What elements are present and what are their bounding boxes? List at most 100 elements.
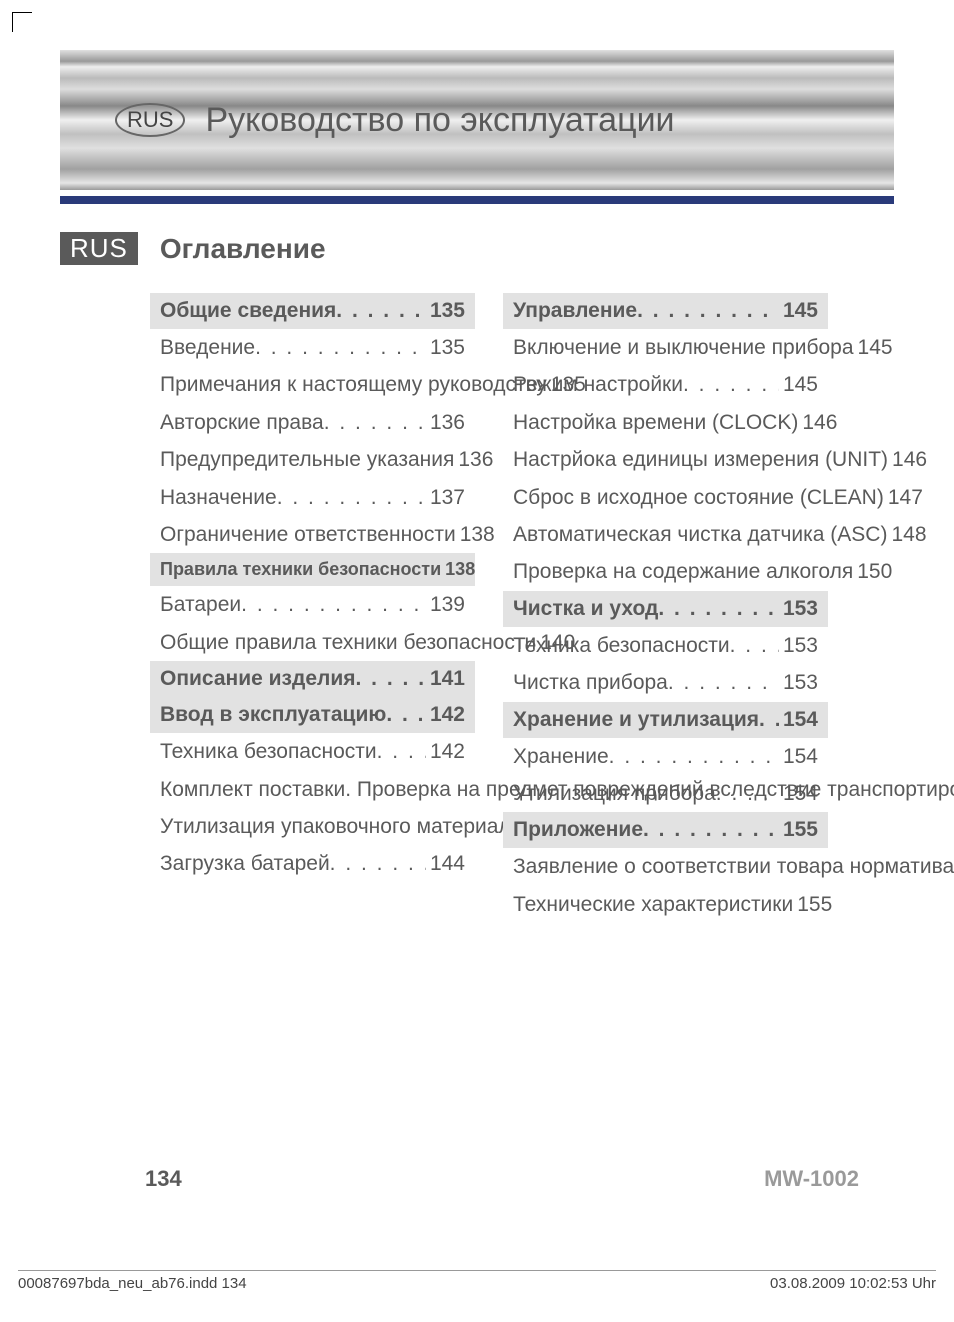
manual-title: Руководство по эксплуатации <box>205 101 674 140</box>
toc-item: Ограничение ответственности138 <box>150 516 475 553</box>
section-heading-row: RUS Оглавление <box>60 232 894 265</box>
lang-box-badge: RUS <box>60 232 138 265</box>
toc-item: Технические характеристики155 <box>503 886 828 923</box>
toc-heading: Общие сведения135 <box>150 293 475 329</box>
toc-page-number: 155 <box>779 818 818 842</box>
toc-item: Авторские права 136 <box>150 404 475 441</box>
toc-item: Утилизация упаковочного материала143 <box>150 808 475 845</box>
toc-item: Чистка прибора153 <box>503 664 828 701</box>
toc-item: Утилизация прибора 154 <box>503 775 828 812</box>
toc-page-number: 135 <box>426 299 465 323</box>
toc-label: Техника безопасности <box>160 737 377 766</box>
toc-columns: Общие сведения135Введение135Примечания к… <box>150 293 894 923</box>
toc-page-number: 145 <box>854 333 893 362</box>
toc-label: Утилизация прибора <box>513 779 716 808</box>
toc-item: Предупредительные указания136 <box>150 441 475 478</box>
toc-label: Чистка и уход <box>513 597 658 621</box>
toc-heading: Описание изделия141 <box>150 661 475 697</box>
toc-label: Сброс в исходное состояние (CLEAN) <box>513 483 884 512</box>
toc-heading: Правила техники безопасности138 <box>150 553 475 586</box>
toc-right-column: Управление 145 Включение и выключение приб… <box>503 293 828 923</box>
toc-label: Проверка на содержание алкоголя <box>513 557 853 586</box>
toc-left-column: Общие сведения135Введение135Примечания к… <box>150 293 475 923</box>
toc-item: Автоматическая чистка датчика (ASC)148 <box>503 516 828 553</box>
toc-item: Настройка времени (CLOCK)146 <box>503 404 828 441</box>
toc-page-number: 141 <box>426 667 465 691</box>
toc-heading: Ввод в эксплуатацию 142 <box>150 697 475 733</box>
toc-page-number: 153 <box>779 597 818 621</box>
toc-page-number: 147 <box>884 483 923 512</box>
page-number: 134 <box>145 1166 182 1192</box>
toc-heading: Управление 145 <box>503 293 828 329</box>
toc-page-number: 146 <box>798 408 837 437</box>
model-number: MW-1002 <box>764 1166 859 1192</box>
toc-label: Правила техники безопасности <box>160 559 441 580</box>
toc-label: Технические характеристики <box>513 890 793 919</box>
toc-page-number: 136 <box>454 445 493 474</box>
toc-leader-dots <box>255 333 426 362</box>
crop-mark-top-left <box>12 12 32 32</box>
toc-label: Управление <box>513 299 637 323</box>
toc-page-number: 142 <box>426 737 465 766</box>
toc-item: Заявление о соответствии товара норматив… <box>503 848 828 885</box>
toc-leader-dots <box>658 597 779 621</box>
toc-page-number: 146 <box>888 445 927 474</box>
section-title: Оглавление <box>160 233 326 265</box>
toc-page-number: 154 <box>779 708 818 732</box>
toc-label: Авторские права <box>160 408 324 437</box>
toc-page-number: 154 <box>779 779 818 808</box>
toc-label: Техника безопасности <box>513 631 730 660</box>
toc-label: Введение <box>160 333 255 362</box>
toc-item: Режим настройки 145 <box>503 366 828 403</box>
toc-label: Чистка прибора <box>513 668 668 697</box>
toc-label: Настройка времени (CLOCK) <box>513 408 798 437</box>
toc-page-number: 145 <box>779 370 818 399</box>
toc-leader-dots <box>668 668 779 697</box>
toc-leader-dots <box>324 408 426 437</box>
toc-leader-dots <box>716 779 779 808</box>
toc-page-number: 142 <box>426 703 465 727</box>
toc-item: Введение135 <box>150 329 475 366</box>
toc-label: Загрузка батарей <box>160 849 330 878</box>
toc-item: Комплект поставки. Проверка на предмет п… <box>150 771 475 808</box>
toc-leader-dots <box>336 299 426 323</box>
toc-item: Техника безопасности 142 <box>150 733 475 770</box>
toc-page-number: 148 <box>887 520 926 549</box>
toc-label: Предупредительные указания <box>160 445 454 474</box>
toc-label: Утилизация упаковочного материала <box>160 812 522 841</box>
toc-item: Батареи139 <box>150 586 475 623</box>
toc-label: Автоматическая чистка датчика (ASC) <box>513 520 887 549</box>
toc-page-number: 150 <box>853 557 892 586</box>
lang-oval-badge: RUS <box>115 103 185 137</box>
toc-leader-dots <box>356 667 426 691</box>
blue-separator-bar <box>60 196 894 204</box>
toc-label: Ограничение ответственности <box>160 520 456 549</box>
toc-item: Назначение 137 <box>150 479 475 516</box>
toc-label: Общие правила техники безопасности <box>160 628 536 657</box>
toc-leader-dots <box>730 631 779 660</box>
toc-label: Включение и выключение прибора <box>513 333 854 362</box>
toc-leader-dots <box>377 737 426 766</box>
toc-item: Хранение154 <box>503 738 828 775</box>
toc-leader-dots <box>609 742 779 771</box>
toc-page-number: 145 <box>779 299 818 323</box>
toc-label: Настрйока единицы измерения (UNIT) <box>513 445 888 474</box>
page-container: RUS Руководство по эксплуатации RUS Огла… <box>0 0 954 923</box>
toc-item: Включение и выключение прибора145 <box>503 329 828 366</box>
toc-item: Загрузка батарей144 <box>150 845 475 882</box>
toc-page-number: 136 <box>426 408 465 437</box>
toc-label: Режим настройки <box>513 370 683 399</box>
print-meta-line: 00087697bda_neu_ab76.indd 134 03.08.2009… <box>18 1270 936 1292</box>
toc-item: Техника безопасности153 <box>503 627 828 664</box>
toc-label: Ввод в эксплуатацию <box>160 703 386 727</box>
toc-leader-dots <box>241 590 426 619</box>
toc-page-number: 138 <box>456 520 495 549</box>
toc-label: Батареи <box>160 590 241 619</box>
toc-item: Общие правила техники безопасности140 <box>150 624 475 661</box>
toc-label: Назначение <box>160 483 277 512</box>
toc-leader-dots <box>637 299 779 323</box>
toc-page-number: 137 <box>426 483 465 512</box>
toc-page-number: 154 <box>779 742 818 771</box>
toc-leader-dots <box>277 483 426 512</box>
toc-leader-dots <box>759 708 779 732</box>
